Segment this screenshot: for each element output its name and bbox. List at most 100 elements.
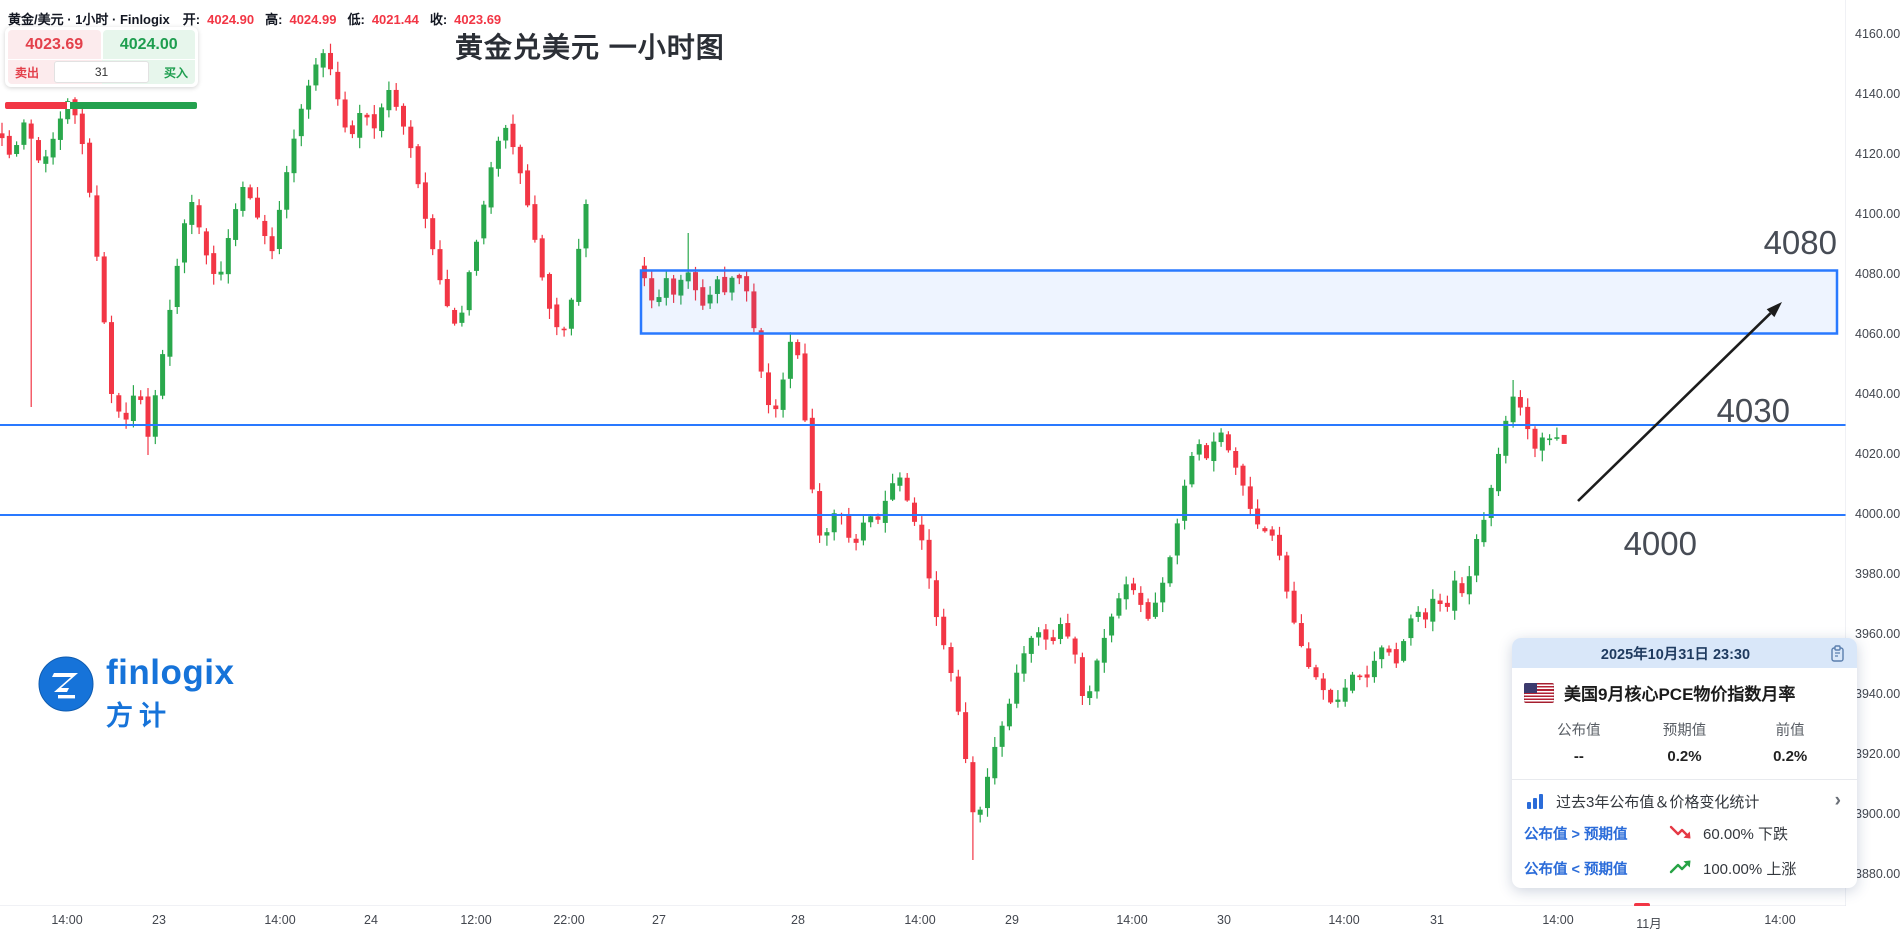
trend-down-icon (1669, 825, 1691, 839)
candle-down (401, 105, 406, 127)
candle-up (65, 101, 71, 120)
buy-price: 4024.00 (119, 35, 178, 53)
time-tick: 14:00 (1328, 913, 1360, 927)
resistance-price-label[interactable]: 4030 (1716, 392, 1790, 429)
buy-price-button[interactable]: 4024.00 (102, 30, 195, 59)
candle-down (809, 417, 815, 490)
quote-widget: 4023.69 4024.00 卖出 买入 31 (5, 27, 198, 87)
candle-down (795, 342, 801, 356)
candle-down (335, 71, 341, 100)
forecast-value: 0.2% (1667, 748, 1702, 765)
candle-up (233, 209, 239, 240)
time-tick: 14:00 (264, 913, 296, 927)
candle-down (79, 113, 85, 145)
sell-price-button[interactable]: 4023.69 (8, 30, 101, 59)
candle-down (342, 99, 348, 128)
candle-up (152, 395, 158, 437)
candle-down (415, 146, 421, 185)
candle-up (189, 202, 195, 225)
candle-down (1306, 648, 1312, 667)
event-datetime: 2025年10月31日 23:30 (1600, 646, 1751, 663)
candle-up (1211, 441, 1217, 462)
candle-up (1554, 437, 1560, 439)
candle-down (525, 170, 531, 206)
supply-zone-rectangle[interactable] (639, 269, 1839, 335)
candle-up (1109, 616, 1115, 636)
candle-down (1145, 602, 1151, 619)
candle-down (0, 133, 5, 139)
price-tick: 4040.00 (1855, 387, 1901, 401)
candle-up (291, 138, 297, 174)
time-tick: 14:00 (1542, 913, 1574, 927)
candle-down (1525, 406, 1531, 430)
candle-down (941, 616, 947, 646)
candle-up (276, 209, 282, 250)
candle-up (1430, 598, 1436, 622)
support-price-label[interactable]: 4000 (1623, 525, 1697, 562)
candle-down (561, 328, 567, 331)
time-axis[interactable]: 14:00 23 14:00 24 12:00 22:00 27 28 14:00 29 14:00… (0, 906, 1904, 933)
candle-down (510, 123, 516, 148)
candle-up (1028, 637, 1034, 654)
candle-up (218, 271, 224, 275)
candle-up (1014, 672, 1020, 704)
candle-up (656, 297, 662, 303)
candle-down (364, 114, 370, 118)
candle-up (50, 138, 56, 158)
candle-up (1006, 703, 1012, 727)
candle-down (262, 220, 268, 237)
calendar-header: 2025年10月31日 23:30 (1512, 638, 1857, 668)
price-tick: 4020.00 (1855, 447, 1901, 461)
candle-down (1065, 623, 1071, 637)
candle-down (904, 477, 910, 501)
candle-up (1101, 637, 1107, 663)
candle-up (678, 279, 684, 296)
candle-up (57, 118, 63, 140)
trend-up-icon (1669, 860, 1691, 874)
candle-down (970, 762, 976, 813)
candle-up (780, 379, 786, 410)
candle-up (320, 53, 326, 68)
candle-up (1510, 396, 1516, 423)
candle-up (1415, 611, 1421, 617)
candle-down (802, 353, 808, 421)
zone-price-label[interactable]: 4080 (1763, 224, 1837, 261)
candle-down (1072, 638, 1078, 655)
candle-up (1189, 455, 1195, 485)
time-tick: 22:00 (553, 913, 585, 927)
candle-up (1408, 618, 1414, 639)
candle-down (101, 256, 107, 323)
finlogix-logo-icon (38, 656, 94, 712)
economic-calendar-panel: 2025年10月31日 23:30 美国9月核心PCE物价指数月率 公布值 -- … (1512, 638, 1857, 888)
candle-up (481, 204, 487, 239)
candle-down (94, 195, 100, 257)
candle-down (328, 52, 333, 70)
time-tick: 11月 (1636, 917, 1662, 931)
candle-up (167, 309, 173, 357)
candle-down (1437, 600, 1443, 604)
finlogix-logo: finlogix 方计 (38, 655, 234, 733)
price-tick: 3940.00 (1855, 687, 1901, 701)
calendar-copy-icon[interactable] (1829, 644, 1847, 662)
trend-arrow-line[interactable] (1577, 312, 1772, 502)
candle-up (1196, 444, 1202, 455)
candle-up (1116, 598, 1122, 616)
candle-up (1094, 660, 1100, 692)
candle-up (1350, 674, 1355, 691)
candle-down (948, 647, 954, 674)
candle-up (298, 108, 304, 137)
ohlc-legend[interactable]: 黄金/美元 · 1小时 · Finlogix 开: 4024.90 高: 402… (8, 9, 505, 28)
bar-chart-icon (1527, 794, 1543, 809)
history-stats-link[interactable]: 过去3年公布值＆价格变化统计 › (1512, 780, 1857, 816)
divider (1512, 779, 1857, 780)
candle-down (758, 330, 764, 372)
time-tick: 14:00 (51, 913, 83, 927)
candle-down (1517, 396, 1523, 408)
candle-down (269, 236, 275, 252)
candle-down (1561, 434, 1567, 444)
sell-pressure-bar (5, 102, 67, 109)
candle-up (284, 172, 290, 210)
candle-up (386, 89, 392, 111)
candle-down (1298, 623, 1304, 647)
